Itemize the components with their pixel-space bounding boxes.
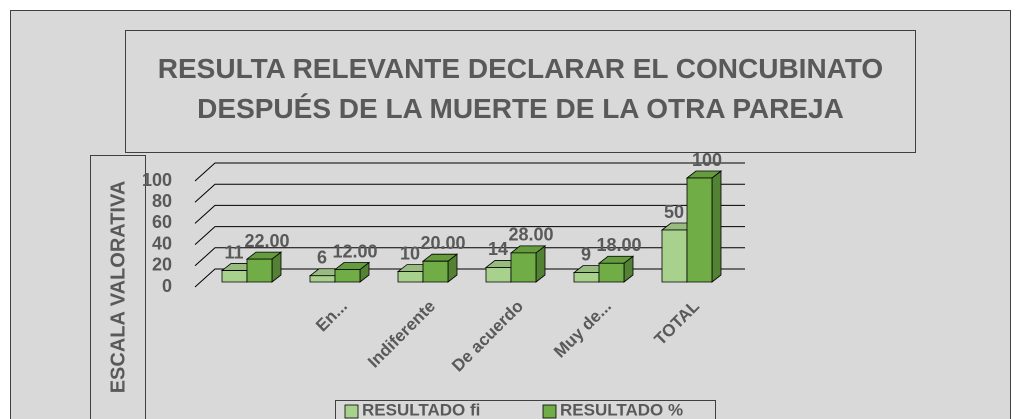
legend-swatch: [344, 404, 359, 419]
data-label: 10: [400, 243, 420, 263]
bar-face: [221, 270, 248, 283]
bar-face: [598, 262, 625, 283]
y-axis-label: ESCALA VALORATIVA: [107, 181, 129, 394]
grid-line: [194, 183, 745, 203]
bar-face: [573, 272, 600, 283]
y-tick-label: 100: [142, 170, 172, 190]
data-label: 28.00: [508, 225, 553, 245]
data-label: 18.00: [596, 235, 641, 255]
y-tick-label: 80: [152, 191, 172, 211]
bar: [597, 255, 635, 283]
grid-line: [194, 268, 745, 288]
bar-face: [246, 258, 273, 283]
bar: [421, 253, 459, 283]
data-label: 50: [664, 202, 684, 222]
y-tick-label: 40: [152, 233, 172, 253]
bar-face: [309, 275, 336, 283]
bar-face: [661, 229, 688, 283]
bar-face: [485, 267, 512, 283]
y-tick-label: 0: [162, 276, 172, 296]
bar-face: [510, 252, 537, 283]
y-tick-label: 60: [152, 212, 172, 232]
y-tick-label: 20: [152, 255, 172, 275]
chart-title: RESULTA RELEVANTE DECLARAR EL CONCUBINAT…: [125, 30, 916, 153]
bar-face: [686, 177, 713, 283]
bar: [245, 251, 283, 283]
data-label: 14: [488, 239, 508, 259]
chart-area: [10, 10, 1011, 419]
bar: [333, 261, 371, 283]
bar-face: [711, 170, 722, 283]
bar: [685, 170, 723, 283]
data-label: 100: [692, 150, 722, 170]
data-label: 11: [224, 242, 243, 262]
bar-face: [397, 271, 424, 283]
legend-box: [335, 400, 716, 419]
grid-line: [194, 226, 745, 245]
bar: [509, 245, 547, 283]
data-label: 9: [581, 244, 591, 264]
data-label: 12.00: [332, 241, 377, 261]
bar-face: [334, 269, 361, 283]
legend-swatch: [542, 404, 557, 419]
y-label-box: [90, 155, 146, 419]
grid-line: [194, 162, 745, 182]
grid-line: [194, 247, 745, 267]
legend-label: RESULTADO %: [560, 400, 683, 419]
grid-line: [194, 204, 745, 224]
data-label: 20.00: [420, 233, 465, 253]
bar-face: [422, 260, 449, 283]
data-label: 6: [317, 248, 327, 268]
data-label: 22.00: [244, 231, 289, 251]
legend-label: RESULTADO fi: [362, 400, 480, 419]
